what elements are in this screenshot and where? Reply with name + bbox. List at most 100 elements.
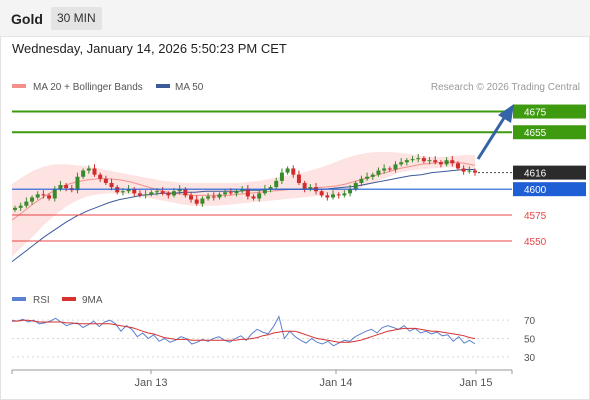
candle-body	[296, 174, 301, 183]
candle-body	[268, 187, 273, 190]
candle-body	[302, 182, 307, 190]
candle-body	[103, 178, 108, 183]
candle-body	[132, 189, 137, 194]
candle-body	[58, 185, 63, 190]
candle-body	[365, 176, 370, 179]
candle-body	[98, 174, 103, 179]
candle-body	[92, 168, 97, 175]
current-price-label: 4616	[524, 169, 547, 180]
candle-body	[308, 187, 313, 190]
candle-body	[240, 189, 245, 192]
candle-body	[137, 193, 142, 196]
candle-body	[217, 194, 222, 198]
candle-body	[262, 189, 267, 194]
candle-body	[342, 193, 347, 196]
candle-body	[336, 194, 341, 196]
bollinger-band	[12, 151, 475, 257]
legend-label-ma20: MA 20 + Bollinger Bands	[33, 82, 143, 93]
credit-text: Research © 2026 Trading Central	[431, 82, 580, 93]
date-time: Wednesday, January 14, 2026 5:50:23 PM C…	[12, 41, 287, 56]
rsi-tick-30: 30	[524, 353, 536, 364]
candle-body	[410, 159, 415, 161]
candle-body	[382, 168, 387, 171]
target-label-4675: 4675	[524, 108, 547, 119]
candle-body	[455, 163, 460, 169]
candle-body	[325, 195, 330, 198]
candle-body	[421, 158, 426, 162]
candle-body	[404, 160, 409, 163]
target-label-4655: 4655	[524, 128, 547, 139]
candle-body	[353, 182, 358, 190]
candle-body	[223, 192, 228, 195]
candle-body	[393, 164, 398, 170]
candle-body	[143, 194, 148, 196]
rsi-tick-50: 50	[524, 335, 536, 346]
candle-body	[86, 168, 91, 171]
candle-body	[41, 194, 46, 196]
candle-body	[348, 189, 353, 194]
candle-body	[30, 197, 35, 202]
support-label-4600: 4600	[524, 185, 547, 196]
candle-body	[64, 185, 69, 189]
x-axis-label-1: Jan 14	[319, 377, 352, 389]
candle-body	[47, 195, 52, 199]
candle-body	[467, 170, 472, 172]
timeframe-badge[interactable]: 30 MIN	[51, 7, 102, 30]
candle-body	[206, 196, 211, 199]
candle-body	[234, 191, 239, 194]
candle-body	[194, 199, 199, 204]
candle-body	[461, 168, 466, 172]
candle-body	[166, 193, 171, 196]
candle-body	[319, 191, 324, 196]
candle-body	[291, 168, 296, 175]
instrument-title: Gold	[11, 11, 43, 27]
candle-body	[285, 168, 290, 173]
legend-swatch-ma20	[12, 84, 26, 88]
candle-body	[183, 189, 188, 196]
rsi-line	[11, 315, 476, 347]
forecast-arrow-shaft	[476, 117, 506, 160]
level-label-4575: 4575	[524, 211, 547, 222]
candle-body	[416, 158, 421, 160]
rsi-tick-70: 70	[524, 316, 536, 327]
candle-body	[427, 160, 432, 162]
target-label-box-4675	[513, 104, 586, 119]
candle-body	[120, 191, 125, 193]
candle-body	[177, 189, 182, 192]
rsi-legend-swatch	[12, 297, 26, 301]
candle-body	[331, 194, 336, 198]
rsi-ma-legend-swatch	[62, 297, 76, 301]
candle-body	[81, 170, 86, 177]
candle-body	[200, 198, 205, 204]
rsi-ma-legend-label: 9MA	[82, 295, 103, 306]
candle-body	[13, 207, 17, 210]
candle-body	[370, 174, 375, 177]
candle-body	[172, 191, 177, 196]
legend-label-ma50: MA 50	[175, 82, 204, 93]
candle-body	[274, 180, 279, 188]
candle-body	[228, 192, 233, 194]
candle-body	[473, 170, 477, 173]
candle-body	[257, 193, 262, 199]
rsi-legend-label: RSI	[33, 295, 50, 306]
candle-body	[160, 191, 165, 194]
candle-body	[126, 189, 131, 192]
candle-body	[433, 160, 438, 163]
rsi-ma-line	[12, 319, 476, 343]
candle-body	[52, 189, 57, 199]
candle-body	[438, 162, 443, 165]
candle-body	[376, 170, 381, 175]
candle-body	[18, 205, 23, 208]
candle-body	[279, 172, 284, 181]
forecast-arrow-head	[498, 104, 514, 123]
candle-body	[211, 196, 216, 198]
candle-body	[149, 192, 154, 195]
level-label-4550: 4550	[524, 237, 547, 248]
candle-body	[75, 176, 80, 191]
target-label-box-4655	[513, 125, 586, 140]
candle-body	[359, 178, 364, 183]
x-axis-label-0: Jan 13	[134, 377, 167, 389]
candle-body	[450, 160, 455, 164]
x-axis-label-2: Jan 15	[459, 377, 492, 389]
